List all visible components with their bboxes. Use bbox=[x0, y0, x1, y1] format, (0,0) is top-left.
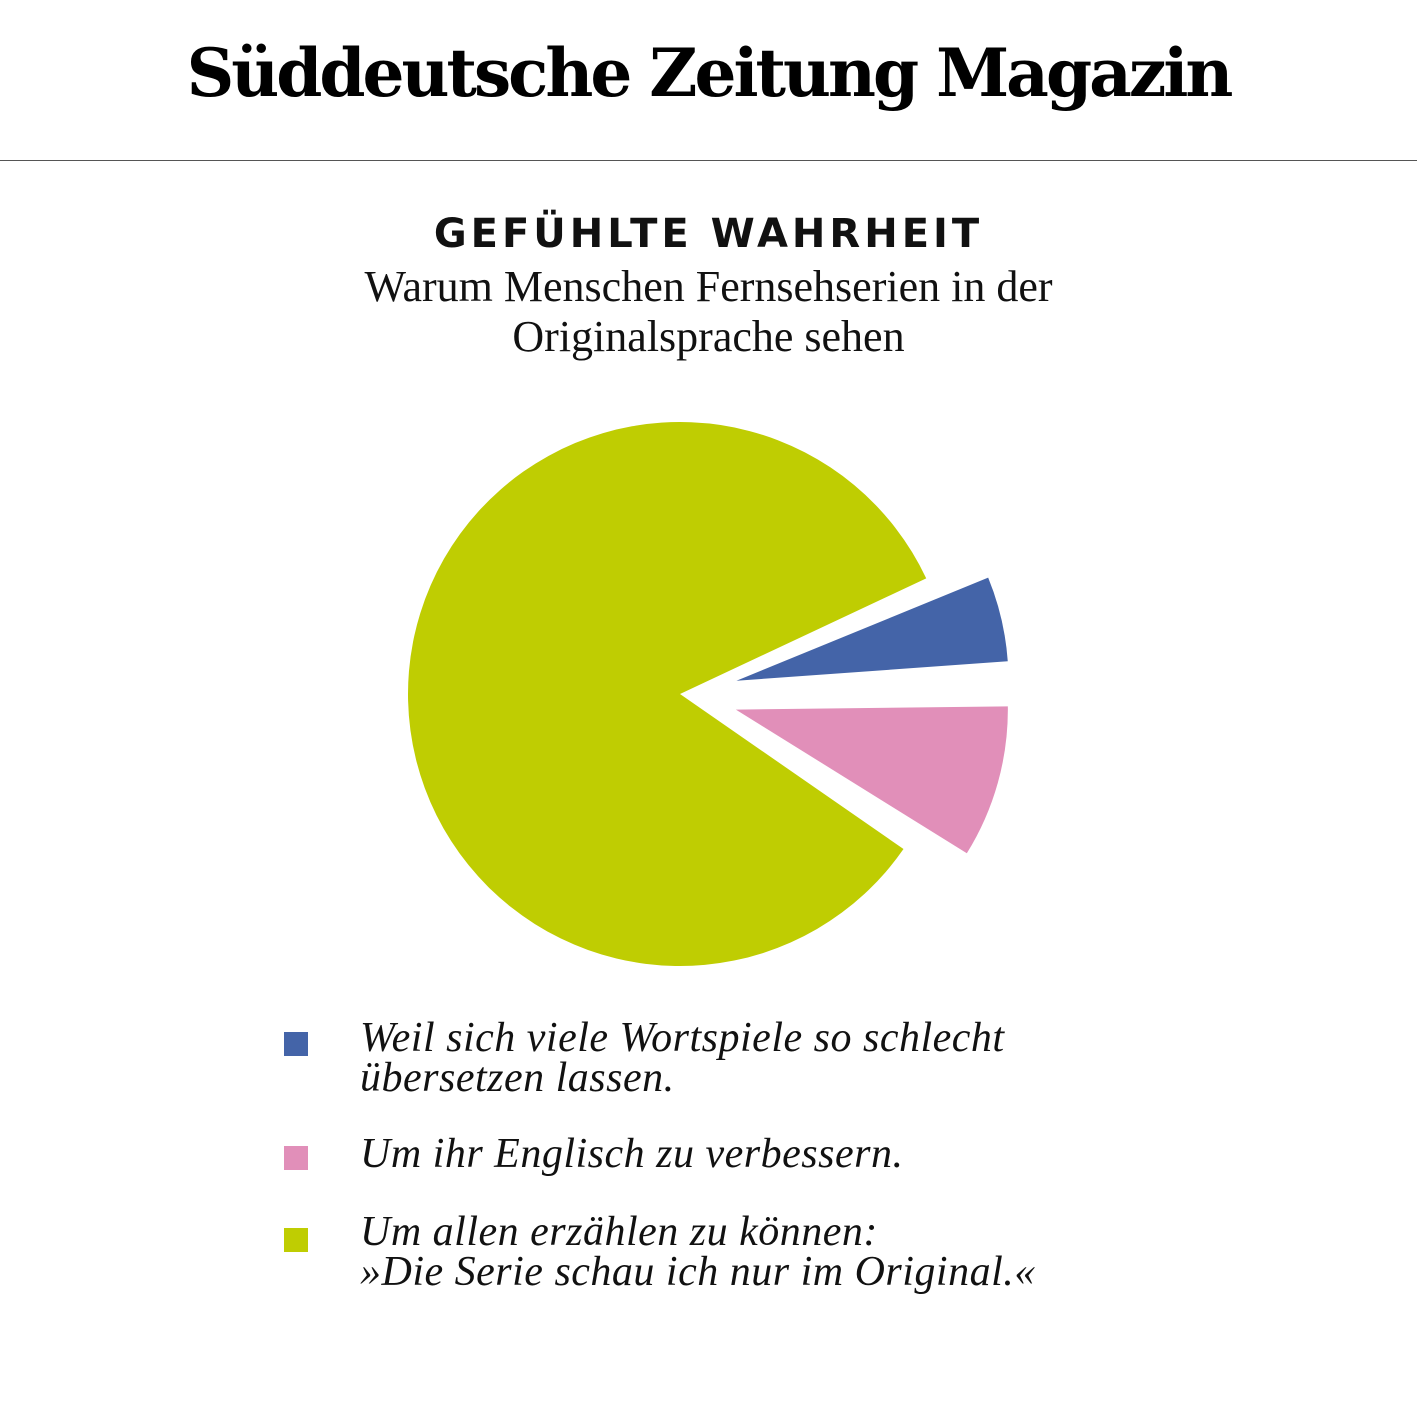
legend-swatch-original bbox=[284, 1228, 308, 1252]
legend-swatch-wortspiele bbox=[284, 1032, 308, 1056]
legend-label-original: Um allen erzählen zu können: »Die Serie s… bbox=[360, 1209, 1140, 1295]
legend-label-englisch: Um ihr Englisch zu verbessern. bbox=[360, 1131, 904, 1177]
legend-label-wortspiele: Weil sich viele Wortspiele so schlecht üb… bbox=[360, 1015, 1005, 1101]
pie-slice-wortspiele bbox=[736, 577, 1008, 681]
legend-swatch-englisch bbox=[284, 1146, 308, 1170]
chart-title: GEFÜHLTE WAHRHEIT bbox=[433, 211, 984, 257]
chart-subtitle: Warum Menschen Fernsehserien in der Orig… bbox=[364, 262, 1053, 361]
pie-slice-original bbox=[408, 422, 927, 967]
masthead: Süddeutsche Zeitung Magazin bbox=[0, 0, 1417, 161]
pie-slice-englisch bbox=[735, 706, 1008, 854]
masthead-logo: Süddeutsche Zeitung Magazin bbox=[186, 34, 1234, 112]
legend-label-original-text: Um allen erzählen zu können: »Die Serie s… bbox=[360, 1209, 1036, 1295]
